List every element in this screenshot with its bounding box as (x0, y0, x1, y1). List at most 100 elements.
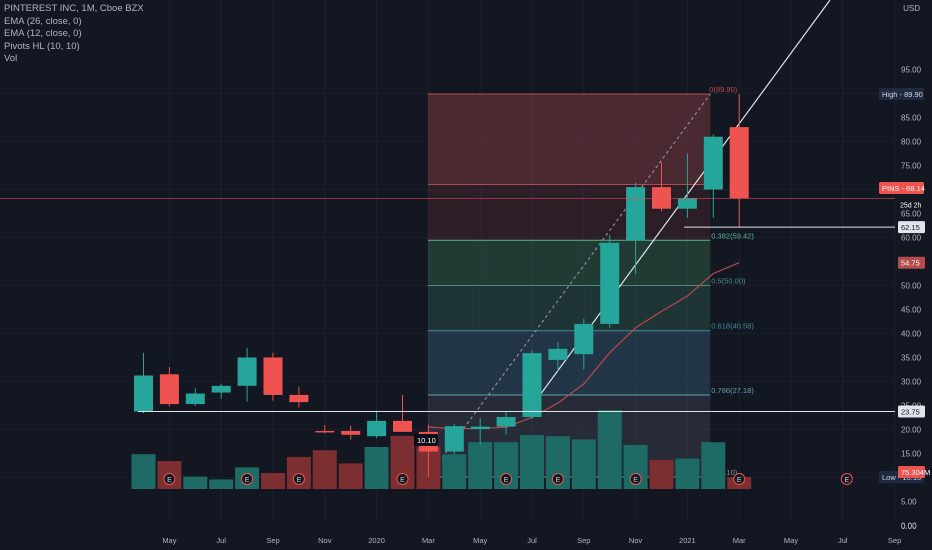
candle-body (315, 430, 335, 433)
fib-zone (427, 330, 711, 396)
fib-level-label: 0.618(40.58) (711, 322, 754, 331)
time-tick-label: Nov (629, 536, 643, 545)
candle-body (211, 385, 231, 393)
volume-bar (338, 463, 363, 489)
low-marker-badge: 10.10 (417, 436, 436, 445)
candle-body (159, 374, 179, 405)
earnings-marker (500, 473, 513, 485)
pivots-legend[interactable]: Pivots HL (10, 10) (4, 40, 80, 52)
level-badge: 23.75 (901, 408, 920, 417)
price-tick-label: 95.00 (901, 66, 922, 75)
fib-zone (427, 93, 711, 185)
price-tick-label: 5.00 (901, 498, 917, 507)
candle-body (677, 198, 697, 209)
earnings-marker (163, 473, 176, 485)
candle-body (367, 420, 387, 437)
candle-body (729, 127, 749, 199)
vol-legend[interactable]: Vol (4, 53, 18, 65)
volume-bar (183, 476, 208, 489)
fib-zone (427, 240, 711, 286)
price-tick-label: 60.00 (901, 234, 922, 243)
price-tick-label: 30.00 (901, 378, 922, 387)
candle-body (652, 187, 671, 209)
volume-bar (571, 439, 596, 489)
earnings-marker (551, 473, 564, 485)
ema-badge-bg (898, 256, 925, 269)
volume-badge-bg (898, 466, 925, 478)
ema12-legend[interactable]: EMA (12, close, 0) (4, 28, 82, 40)
candle-body (496, 417, 516, 427)
earnings-marker (292, 473, 305, 485)
price-badges: High - 89.90 PINS - 68.14 25d 2h 62.15 54.75… (414, 87, 930, 484)
candlesticks (134, 93, 749, 478)
volume-bar (468, 442, 493, 489)
fib-level-label: 0.786(27.18) (711, 386, 754, 395)
high-badge-bg (879, 87, 924, 100)
time-tick-label: Jul (527, 536, 537, 545)
time-tick-label: Sep (577, 536, 590, 545)
price-tick-label: 85.00 (901, 114, 922, 123)
price-tick-label: 0.00 (901, 522, 917, 531)
chart-legend: PINTEREST INC, 1M, Cboe BZX EMA (26, clo… (4, 3, 144, 66)
time-tick-label: Nov (318, 536, 332, 545)
price-tick-label: 65.00 (901, 210, 922, 219)
time-tick-label: May (784, 536, 798, 545)
volume-bar (442, 454, 467, 489)
horizontal-lines (0, 198, 895, 412)
candle-body (522, 353, 542, 418)
time-tick-label: Mar (422, 536, 435, 545)
volume-bar (312, 450, 337, 489)
time-tick-label: Mar (733, 536, 746, 545)
volume-bar (261, 473, 285, 489)
volume-bar (597, 410, 622, 489)
currency-label: USD (903, 4, 920, 13)
candle-body (548, 348, 568, 360)
time-tick-label: Jul (216, 536, 226, 545)
candle-body (134, 375, 153, 412)
earnings-marker-label: E (167, 477, 172, 484)
symbol-title[interactable]: PINTEREST INC, 1M, Cboe BZX (4, 3, 144, 14)
volume-bar (649, 459, 674, 489)
candle-body (600, 242, 620, 324)
time-tick-label: 2020 (368, 536, 385, 545)
candle-body (289, 394, 309, 403)
candle-body (341, 430, 361, 435)
pins-badge: PINS - 68.14 (882, 184, 925, 193)
volume-bar (131, 454, 156, 489)
fib-trend-line (427, 93, 711, 478)
time-tick-label: Sep (888, 536, 901, 545)
earnings-marker-label: E (633, 477, 638, 484)
volume-badge: 75.304M (901, 468, 930, 477)
high-badge: High - 89.90 (882, 90, 923, 99)
earnings-marker (733, 473, 746, 485)
candle-body (444, 426, 464, 452)
earnings-marker-label: E (297, 477, 302, 484)
chart-grid (168, 0, 896, 520)
earnings-marker-label: E (245, 477, 250, 484)
price-tick-label: 35.00 (901, 354, 922, 363)
level-badge-bg (898, 221, 925, 234)
fib-level-label: 0.382(59.42) (711, 231, 754, 240)
fib-level-label: 0(89.90) (709, 85, 737, 94)
candle-body (263, 357, 283, 395)
price-tick-label: 75.00 (901, 162, 922, 171)
level-badge-bg (898, 405, 925, 418)
time-tick-label: May (162, 536, 176, 545)
price-tick-label: 45.00 (901, 306, 922, 315)
candle-body (237, 357, 257, 386)
earnings-marker (396, 473, 409, 485)
level-badge: 62.15 (901, 223, 920, 232)
earnings-marker-label: E (556, 477, 561, 484)
price-tick-label: 20.00 (901, 426, 922, 435)
earnings-marker (840, 473, 853, 485)
time-tick-label: Jul (838, 536, 848, 545)
pins-badge-bg (879, 182, 924, 195)
earnings-marker-label: E (737, 477, 742, 484)
time-tick-label: 2021 (679, 536, 696, 545)
ema26-legend[interactable]: EMA (26, close, 0) (4, 15, 82, 27)
candle-body (626, 187, 646, 241)
price-tick-label: 0.00 (901, 522, 917, 531)
time-tick-label: Sep (266, 536, 279, 545)
